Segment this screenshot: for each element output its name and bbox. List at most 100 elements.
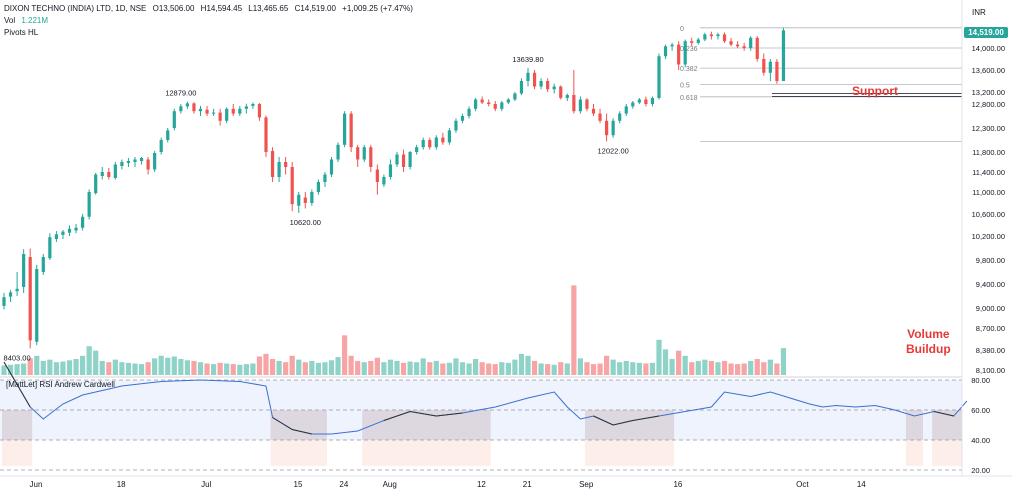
time-tick-label: Jul <box>201 480 211 489</box>
volume-bar <box>152 358 158 375</box>
time-tick-label: 15 <box>294 480 303 489</box>
candle-body <box>28 257 32 341</box>
candle-body <box>401 154 406 167</box>
volume-bar <box>662 349 669 375</box>
candle-body <box>519 81 524 94</box>
rsi-divergence-box <box>270 410 327 440</box>
candle-body <box>67 228 72 233</box>
candle-body <box>22 254 26 287</box>
volume-bar <box>420 358 426 375</box>
candle-body <box>61 231 65 235</box>
volume-bar <box>473 359 479 375</box>
candle-body <box>755 37 759 59</box>
volume-bar <box>492 364 498 375</box>
candle-body <box>192 103 196 112</box>
volume-bar <box>414 362 420 375</box>
candle-body <box>303 197 307 203</box>
candle-body <box>415 147 419 152</box>
volume-bar <box>283 362 289 375</box>
chart-legend-ohlc: DIXON TECHNO (INDIA) LTD, 1D, NSE O13,50… <box>4 4 417 13</box>
volume-bar <box>361 362 367 375</box>
candle-body <box>736 44 740 47</box>
open-value: O13,506.00 <box>152 4 195 13</box>
rsi-divergence-box <box>362 410 491 440</box>
candle-body <box>166 130 170 140</box>
volume-bar <box>721 360 728 375</box>
candle-body <box>506 99 510 103</box>
volume-bar <box>21 363 27 375</box>
volume-bar <box>73 359 79 375</box>
candle-body <box>244 106 248 109</box>
price-tick-label: 9,800.00 <box>976 256 1005 265</box>
volume-bar <box>165 357 171 375</box>
price-tick-label: 13,200.00 <box>972 88 1005 97</box>
volume-bar <box>499 362 505 375</box>
candle-body <box>218 112 222 121</box>
volume-bar <box>342 335 348 375</box>
volume-bar <box>355 360 361 375</box>
volume-bar <box>695 360 701 375</box>
candle-body <box>408 152 412 167</box>
volume-bar <box>394 360 400 375</box>
time-tick-label: 12 <box>477 480 486 489</box>
candle-body <box>683 41 687 65</box>
candle-body <box>539 81 543 87</box>
volume-buildup-line2: Buildup <box>906 342 951 356</box>
price-tick-label: 8,100.00 <box>976 366 1005 375</box>
price-tick-label: 8,700.00 <box>976 324 1005 333</box>
candle-body <box>578 99 582 112</box>
volume-bar <box>171 356 177 375</box>
candle-body <box>480 99 484 103</box>
fib-level-label: 0.382 <box>680 66 698 73</box>
volume-bar <box>400 362 407 375</box>
candle-body <box>454 120 458 131</box>
candle-body <box>100 172 104 176</box>
candle-body <box>768 61 772 73</box>
volume-bar <box>132 363 138 375</box>
volume-bar <box>158 355 164 375</box>
rsi-lower-shade <box>270 440 327 466</box>
volume-bar <box>276 360 282 375</box>
price-tick-label: 10,600.00 <box>972 210 1005 219</box>
volume-bar <box>617 362 623 375</box>
volume-bar <box>597 363 603 375</box>
candle-body <box>591 108 596 114</box>
candle-body <box>775 61 779 81</box>
volume-bar <box>315 362 321 375</box>
currency-label: INR <box>972 8 986 17</box>
candle-body <box>81 216 85 228</box>
volume-bar <box>623 360 629 375</box>
price-tick-label: 10,200.00 <box>972 232 1005 241</box>
pivots-label: Pivots HL <box>4 28 39 37</box>
volume-bar <box>138 364 145 375</box>
candle-body <box>362 147 366 160</box>
price-tick-label: 9,400.00 <box>976 280 1005 289</box>
candle-body <box>126 161 131 163</box>
candle-body <box>559 86 563 98</box>
candle-body <box>696 39 700 43</box>
candle-body <box>395 154 399 165</box>
volume-bar <box>184 360 190 375</box>
volume-bar <box>728 363 734 375</box>
candle-body <box>552 86 556 90</box>
volume-bar <box>237 364 243 375</box>
pivots-legend: Pivots HL <box>4 28 42 37</box>
price-tick-label: 11,400.00 <box>972 168 1005 177</box>
candle-body <box>198 108 203 112</box>
volume-bar <box>604 355 610 375</box>
volume-bar <box>289 355 295 375</box>
candle-body <box>447 130 451 143</box>
volume-bar <box>125 362 132 375</box>
candle-body <box>212 112 216 114</box>
volume-bar <box>335 357 341 375</box>
candle-body <box>2 297 6 306</box>
volume-bar <box>551 364 557 375</box>
candle-body <box>650 98 655 104</box>
volume-bar <box>453 358 459 375</box>
candle-body <box>277 162 281 177</box>
candle-body <box>225 108 229 121</box>
price-tick-label: 14,000.00 <box>972 44 1005 53</box>
candle-body <box>172 111 176 128</box>
rsi-lower-shade <box>584 440 675 466</box>
